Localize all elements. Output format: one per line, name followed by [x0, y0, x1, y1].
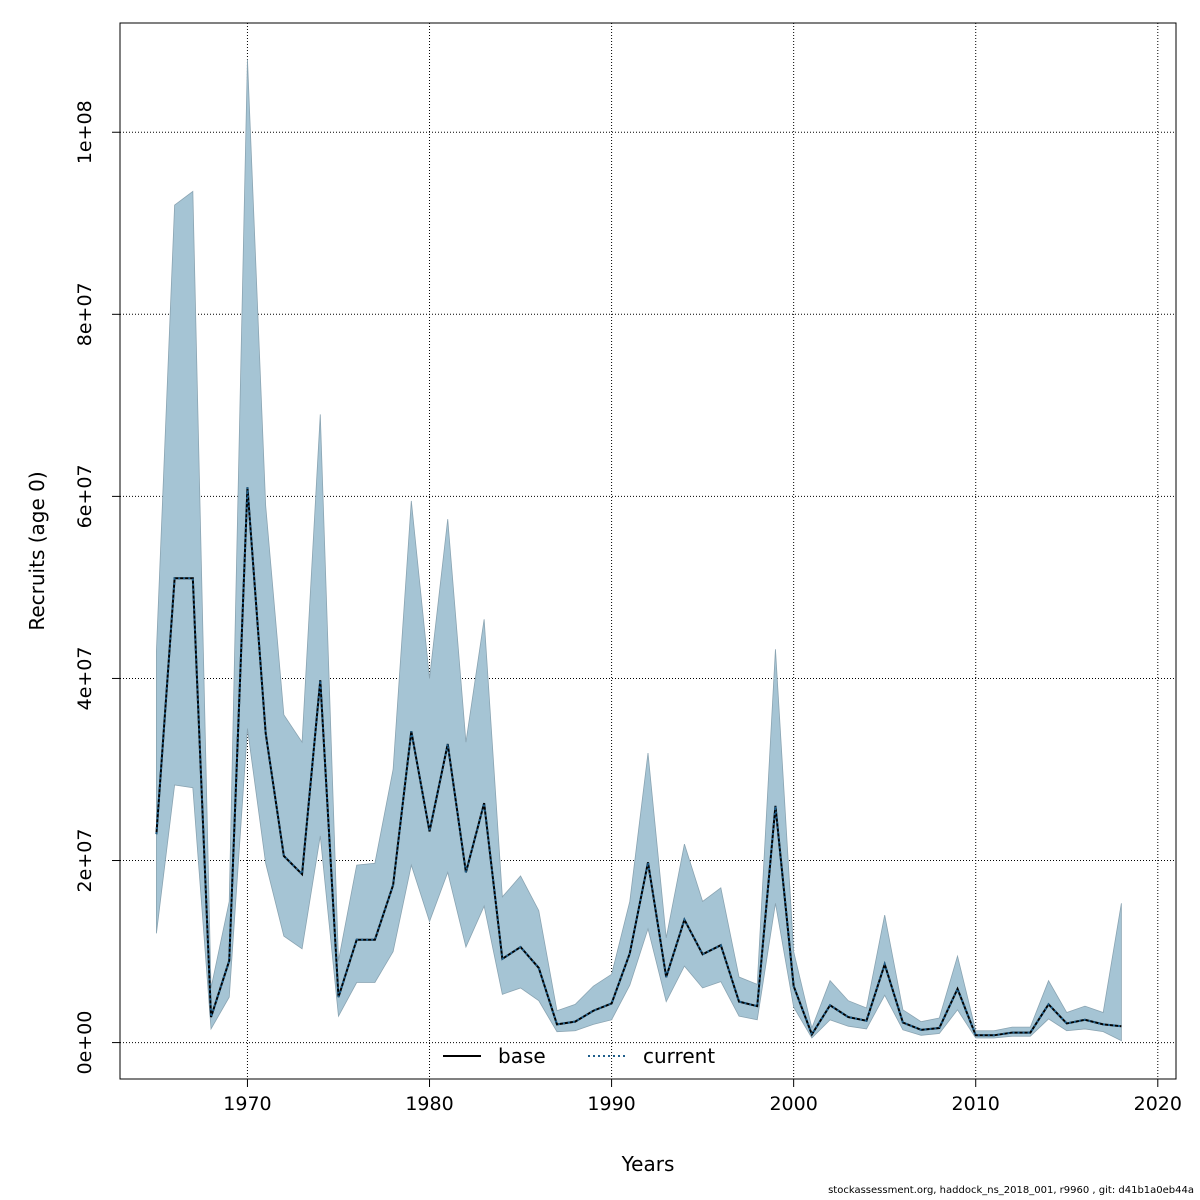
axes: 1970 1980 1990 2000 2010 2020 0e+00 2e+07 4e+07 6… — [74, 22, 1182, 1115]
y-tick-label: 2e+07 — [74, 829, 96, 893]
y-tick-label: 6e+07 — [74, 464, 96, 528]
y-tick-label: 8e+07 — [74, 282, 96, 346]
legend-label-current: current — [643, 1044, 715, 1068]
y-tick-label: 0e+00 — [74, 1011, 96, 1075]
plot-frame — [119, 22, 1177, 1080]
x-tick-label: 1990 — [587, 1093, 635, 1115]
x-tick-label: 2010 — [952, 1093, 1000, 1115]
legend-label-base: base — [498, 1044, 546, 1068]
x-tick-label: 2000 — [769, 1093, 817, 1115]
x-tick-label: 2020 — [1134, 1093, 1182, 1115]
x-axis-title: Years — [621, 1152, 675, 1176]
confidence-band-layer — [156, 59, 1122, 1042]
y-tick-label: 4e+07 — [74, 647, 96, 711]
y-tick-label: 1e+08 — [74, 100, 96, 164]
legend: base current — [443, 1044, 715, 1068]
series-line-current — [155, 487, 1122, 1037]
confidence-band — [156, 59, 1122, 1042]
footnote: stockassessment.org, haddock_ns_2018_001… — [828, 1185, 1194, 1196]
x-tick-label: 1980 — [405, 1093, 453, 1115]
series-lines — [155, 487, 1122, 1037]
x-tick-label: 1970 — [223, 1093, 271, 1115]
y-axis-title: Recruits (age 0) — [25, 471, 49, 630]
